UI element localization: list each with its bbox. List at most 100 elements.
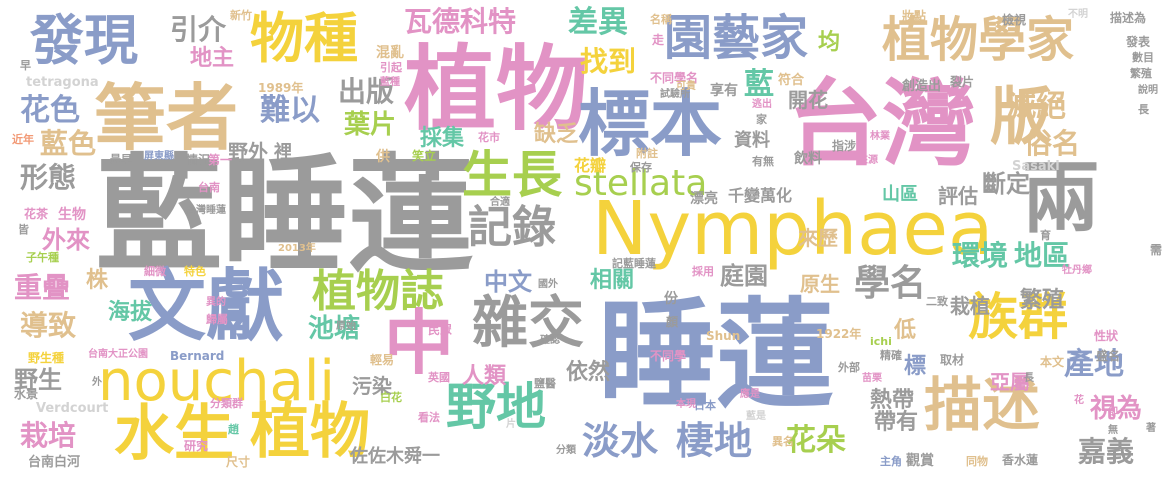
- word: 享有: [710, 83, 738, 99]
- word: 花朵: [786, 423, 846, 458]
- word: 熱帶: [870, 388, 915, 413]
- word: 異名: [772, 435, 794, 448]
- word: 有無: [752, 155, 774, 168]
- word: 可貴: [676, 81, 696, 92]
- word: 淡水: [582, 419, 659, 463]
- word: 原始: [336, 321, 356, 332]
- word: 植物: [404, 36, 589, 143]
- word: 需: [1150, 243, 1163, 257]
- word: 藍是: [746, 411, 766, 422]
- word: 差異: [568, 5, 628, 40]
- word: 採用: [692, 265, 714, 278]
- word: 葉片: [344, 110, 397, 140]
- word: 缺乏: [534, 122, 579, 147]
- word: 異的: [206, 297, 226, 308]
- word: 情況: [186, 153, 211, 167]
- word: 植物誌: [312, 266, 444, 317]
- word: 描述為: [1110, 11, 1147, 25]
- word: 族群: [968, 288, 1068, 346]
- word: 歸屬: [206, 313, 228, 326]
- word: Sasaki: [1012, 159, 1060, 174]
- word: 飲料: [794, 151, 822, 167]
- word: 物種: [250, 7, 358, 70]
- word: 版: [990, 80, 1053, 153]
- word: 名稱: [650, 13, 672, 26]
- word: 花市: [478, 131, 500, 144]
- word: 早: [20, 59, 31, 72]
- word: 本文: [1040, 355, 1065, 369]
- word: 台灣: [788, 70, 977, 179]
- word: 性狀: [1094, 329, 1119, 343]
- word: 污染: [352, 374, 392, 398]
- word: 海拔: [108, 300, 153, 325]
- word: 池塘: [308, 314, 361, 344]
- word: 英國: [428, 371, 450, 384]
- word: 2013年: [278, 243, 316, 254]
- word: 外部: [838, 361, 860, 374]
- word: 視為: [1090, 394, 1143, 424]
- word: 裡: [274, 142, 292, 163]
- word: 苗栗: [862, 373, 882, 384]
- word: 應是: [740, 389, 760, 400]
- word: 台南大正公園: [88, 349, 148, 360]
- word: 株: [86, 268, 109, 293]
- word: 份: [664, 291, 678, 307]
- word: 盛名: [1096, 349, 1121, 363]
- word: 創造出: [902, 79, 942, 94]
- word: nouchali: [98, 349, 335, 414]
- word: 育: [1040, 229, 1051, 242]
- word: 繁殖: [1020, 288, 1065, 313]
- word: 屏東縣: [144, 151, 174, 162]
- word: 碰到: [226, 462, 228, 463]
- word: 野生: [14, 366, 62, 394]
- word: 試驗所: [660, 89, 690, 100]
- word: 描述: [924, 371, 1041, 439]
- word: 園藝家: [664, 10, 809, 66]
- word: 數目: [1132, 51, 1154, 64]
- word: 趙: [228, 423, 239, 436]
- word: 輕易: [370, 353, 395, 367]
- word: 檢視: [1002, 13, 1027, 27]
- word: 1989年: [258, 81, 304, 95]
- word: 卻: [1108, 407, 1118, 418]
- word: 亞屬: [990, 370, 1030, 394]
- word: stellata: [574, 163, 708, 204]
- word: 細微: [144, 265, 166, 278]
- word: 保存: [630, 161, 652, 174]
- word: 顏: [666, 315, 679, 329]
- word: 生長: [462, 146, 562, 204]
- word: 發表: [1126, 35, 1151, 49]
- word: 藍種: [380, 77, 400, 88]
- word: 來源: [858, 155, 878, 166]
- word: 符合: [778, 73, 805, 88]
- word: 家: [756, 113, 767, 126]
- word: 精確: [880, 349, 902, 362]
- word: 混亂: [376, 45, 404, 61]
- word: 地區: [1014, 239, 1071, 272]
- word: 妝點: [902, 9, 927, 23]
- word: 台南: [198, 181, 220, 194]
- word: 環境: [952, 239, 1009, 272]
- word: 地主: [190, 46, 235, 71]
- word: 引起: [380, 61, 402, 74]
- word: 研究: [184, 439, 209, 453]
- word: 日本: [694, 399, 716, 412]
- word: 1922年: [816, 327, 862, 341]
- word: 難以: [260, 93, 320, 128]
- word: 瓦德科特: [404, 5, 517, 38]
- word: 外: [92, 377, 102, 388]
- word: 取材: [940, 353, 965, 367]
- word: 出版: [338, 75, 395, 108]
- word: 植: [904, 324, 905, 325]
- word: 水景: [14, 387, 39, 401]
- word: 林業: [870, 131, 890, 142]
- word: 低: [894, 318, 917, 343]
- word: 尺寸: [226, 455, 251, 469]
- word: 藍色: [40, 127, 97, 160]
- word: 滅絕: [1006, 89, 1066, 124]
- word: 分類群: [210, 397, 243, 410]
- word: 生物: [58, 207, 86, 223]
- word: 水生: [114, 399, 234, 469]
- word: Verdcourt: [36, 401, 109, 416]
